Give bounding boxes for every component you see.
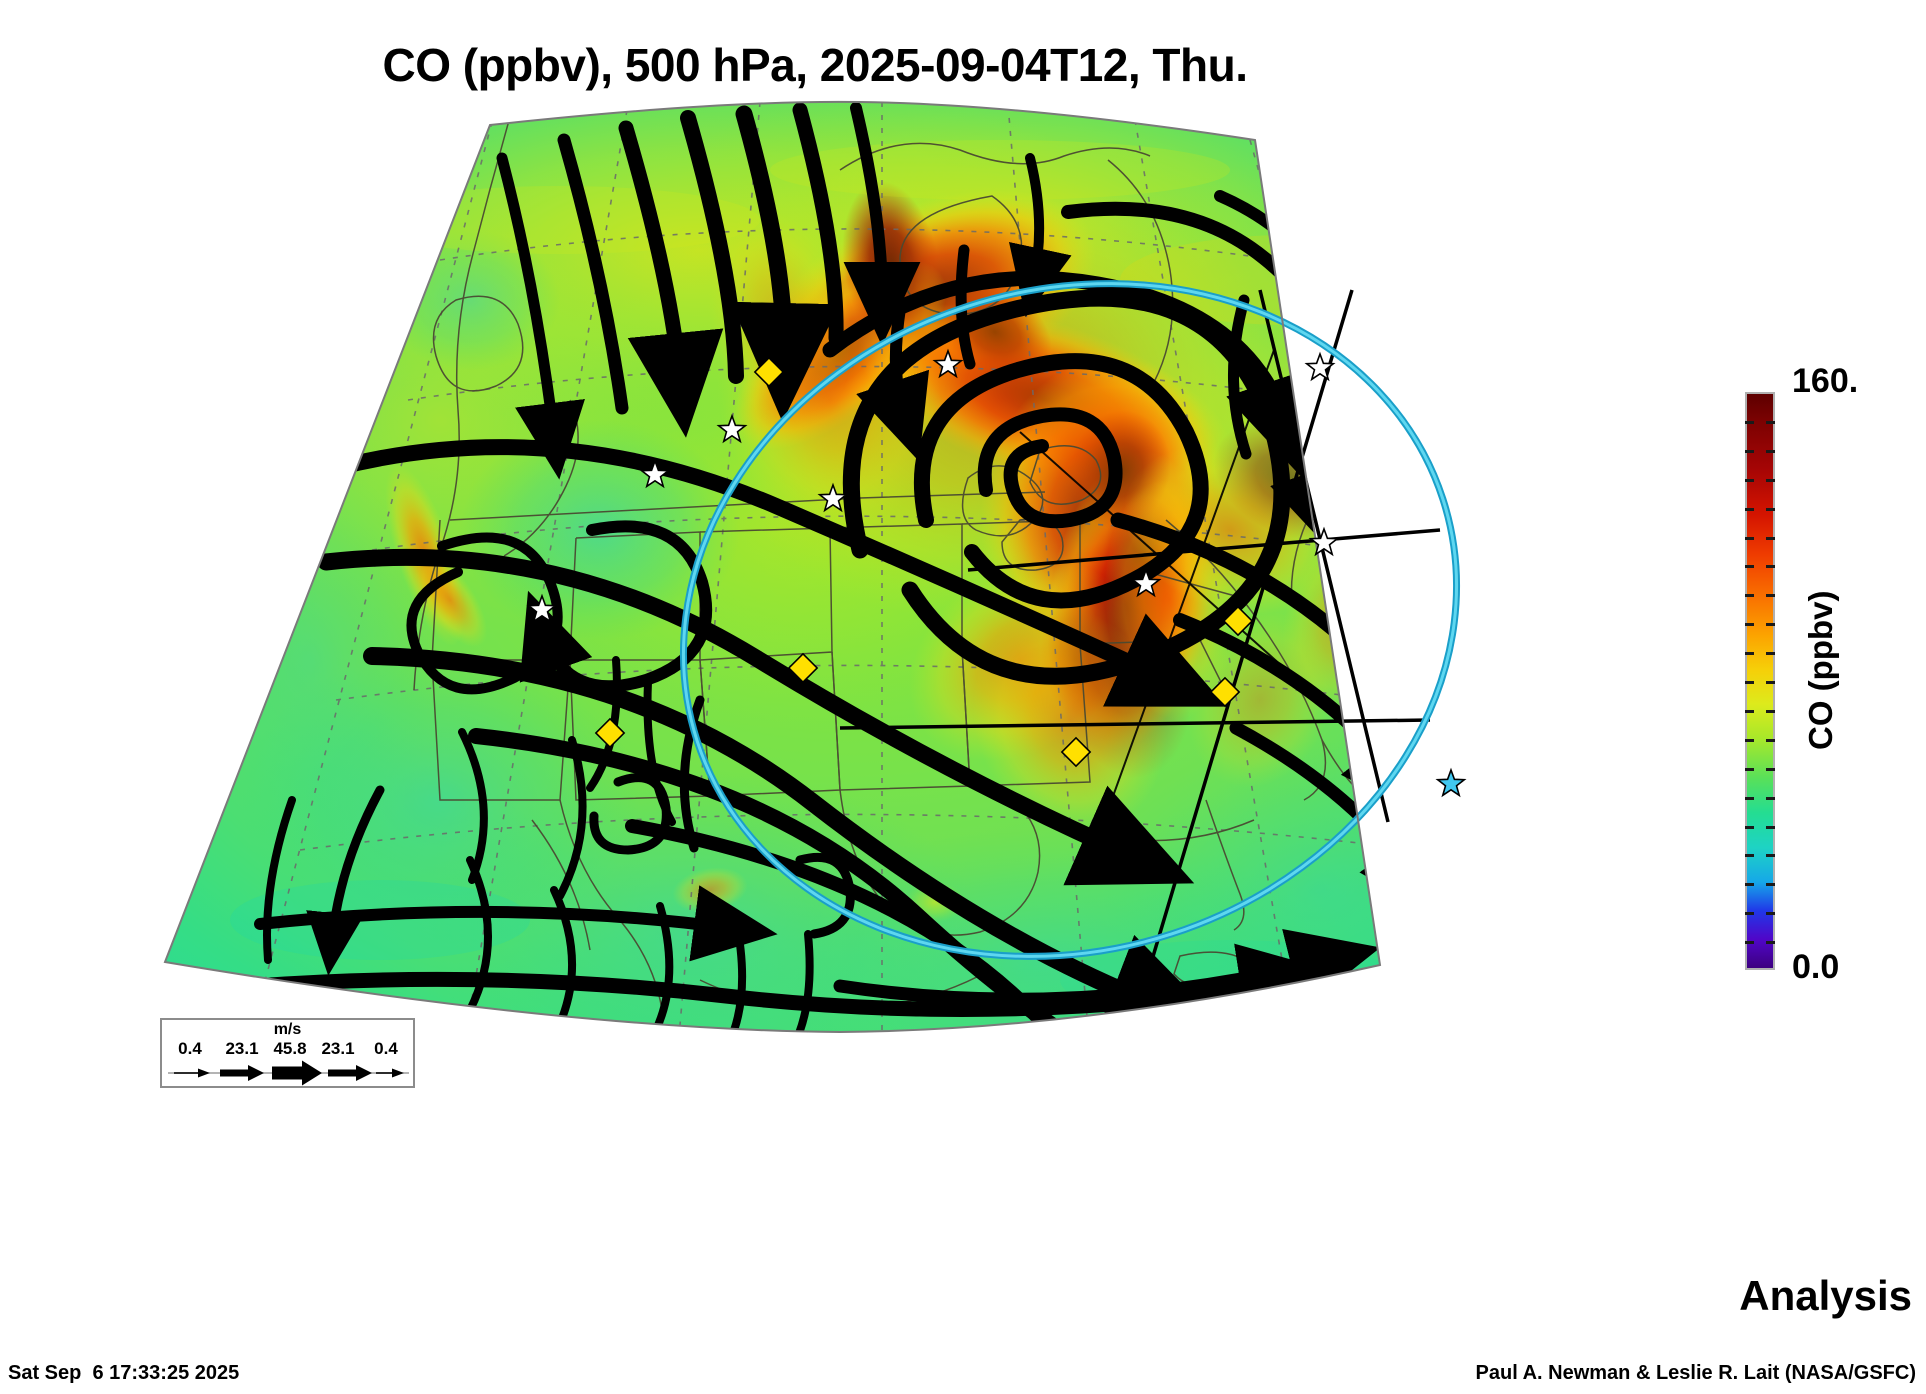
colorbar-tick	[1766, 796, 1775, 800]
station-marker-star	[1435, 767, 1467, 798]
colorbar-min-label: 0.0	[1792, 948, 1840, 986]
colorbar-tick	[1745, 825, 1754, 829]
colorbar-tick	[1766, 709, 1775, 713]
station-marker-diamond	[1060, 736, 1092, 768]
colorbar-tick	[1766, 912, 1775, 916]
colorbar-tick	[1745, 507, 1754, 511]
wind-units-label: m/s	[273, 1021, 302, 1038]
colorbar-tick	[1745, 449, 1754, 453]
wind-value-2: 45.8	[273, 1039, 307, 1058]
station-marker-diamond	[753, 356, 785, 388]
station-marker-diamond	[1209, 676, 1241, 708]
wind-scale-legend: m/s 0.4 23.1 45.8 23.1 0.4	[160, 1018, 415, 1088]
colorbar-tick	[1745, 536, 1754, 540]
colorbar-tick	[1745, 912, 1754, 916]
colorbar-tick	[1766, 623, 1775, 627]
footer-timestamp: Sat Sep 6 17:33:25 2025	[8, 1362, 240, 1384]
colorbar-tick	[1766, 738, 1775, 742]
page-title: CO (ppbv), 500 hPa, 2025-09-04T12, Thu.	[382, 39, 1248, 91]
colorbar-tick	[1766, 594, 1775, 598]
colorbar-tick	[1745, 681, 1754, 684]
footer-credit: Paul A. Newman & Leslie R. Lait (NASA/GS…	[1475, 1362, 1916, 1384]
flight-track-lines-thin	[1019, 349, 1321, 861]
colorbar-tick	[1766, 941, 1775, 945]
colorbar: 160. 0.0 CO (ppbv)	[1740, 300, 1926, 1020]
colorbar-tick	[1766, 825, 1775, 829]
colorbar-tick	[1745, 623, 1754, 627]
colorbar-tick	[1745, 738, 1754, 742]
wind-value-3: 23.1	[321, 1039, 355, 1058]
station-marker-star	[1304, 351, 1336, 382]
range-ring	[679, 280, 1461, 960]
wind-scale-arrows	[168, 1060, 409, 1086]
colorbar-tick	[1766, 767, 1775, 771]
colorbar-tick	[1766, 883, 1775, 887]
colorbar-tick	[1745, 883, 1754, 887]
colorbar-axis-title: CO (ppbv)	[1802, 590, 1839, 750]
colorbar-tick	[1745, 709, 1754, 713]
station-marker-diamond	[787, 652, 819, 684]
colorbar-tick	[1745, 594, 1754, 598]
station-markers	[526, 348, 1467, 798]
station-marker-star	[716, 413, 748, 444]
map-boundary	[163, 100, 1382, 1034]
wind-value-4: 0.4	[374, 1039, 398, 1058]
station-marker-star	[817, 482, 849, 513]
station-marker-star	[639, 458, 671, 489]
wind-value-1: 23.1	[225, 1039, 259, 1058]
colorbar-tick	[1766, 449, 1775, 453]
colorbar-tick	[1766, 478, 1775, 482]
colorbar-tick	[1766, 420, 1775, 424]
colorbar-tick	[1745, 767, 1754, 771]
station-marker-star	[1308, 526, 1340, 557]
flight-track-lines	[839, 289, 1441, 1001]
map-svg	[163, 100, 1467, 1034]
station-marker-star	[932, 348, 964, 379]
wind-value-0: 0.4	[178, 1039, 202, 1058]
colorbar-tick	[1766, 565, 1775, 569]
colorbar-tick	[1766, 507, 1775, 511]
colorbar-tick	[1745, 941, 1754, 945]
colorbar-tick	[1766, 681, 1775, 684]
colorbar-tick	[1745, 652, 1754, 656]
colorbar-tick	[1745, 420, 1754, 424]
colorbar-tick	[1745, 854, 1754, 858]
station-marker-diamond	[1222, 605, 1254, 637]
analysis-label: Analysis	[1739, 1272, 1912, 1319]
station-marker-star	[526, 593, 558, 624]
station-marker-diamond	[594, 717, 626, 749]
colorbar-ticks	[1745, 392, 1775, 970]
station-marker-star	[1130, 567, 1162, 598]
colorbar-tick	[1745, 478, 1754, 482]
colorbar-tick	[1745, 796, 1754, 800]
colorbar-tick	[1766, 536, 1775, 540]
map-plot-area	[140, 100, 1560, 1040]
colorbar-max-label: 160.	[1792, 362, 1859, 400]
colorbar-tick	[1766, 854, 1775, 858]
colorbar-tick	[1745, 565, 1754, 569]
colorbar-tick	[1766, 652, 1775, 656]
